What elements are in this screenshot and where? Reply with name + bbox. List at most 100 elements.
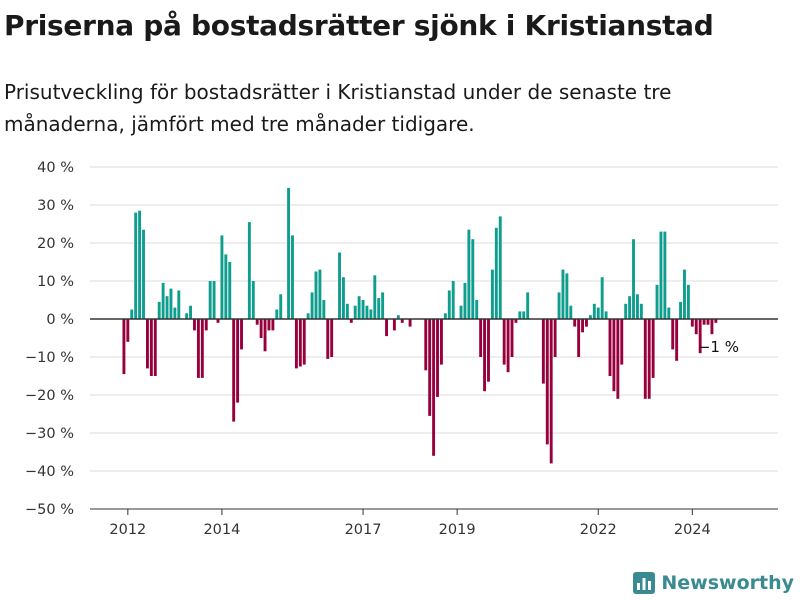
bar (451, 281, 455, 319)
bar (714, 319, 718, 323)
bar (471, 239, 475, 319)
bar (271, 319, 275, 331)
bar (251, 281, 255, 319)
bar (310, 292, 314, 319)
bar (510, 319, 514, 357)
bar (600, 277, 604, 319)
bar (675, 319, 679, 361)
bar (200, 319, 204, 378)
bar (263, 319, 267, 352)
bar (639, 303, 643, 319)
bar (647, 319, 651, 399)
bar (173, 307, 177, 319)
bar (502, 319, 506, 365)
bar (518, 311, 522, 319)
bar (330, 319, 334, 357)
bar (483, 319, 487, 392)
bar (341, 277, 345, 319)
bar (522, 311, 526, 319)
y-tick-label: −20 % (25, 388, 74, 404)
bar (632, 239, 635, 319)
y-tick-label: 0 % (46, 312, 74, 328)
bar (193, 319, 196, 331)
bar (353, 305, 357, 319)
bar (604, 311, 608, 319)
y-tick-label: 30 % (37, 198, 74, 214)
bar (279, 294, 283, 319)
x-tick-label: 2017 (345, 522, 382, 538)
bar (577, 319, 581, 357)
bar (345, 303, 349, 319)
bar (169, 288, 173, 319)
bar (189, 305, 193, 319)
bar (142, 229, 145, 319)
bar (561, 269, 565, 319)
bar (447, 290, 451, 319)
bar (506, 319, 510, 373)
y-tick-label: 40 % (37, 160, 74, 176)
bar (161, 282, 165, 319)
bar (432, 319, 436, 456)
bar (338, 252, 341, 319)
bar (130, 309, 134, 319)
y-tick-label: −10 % (25, 350, 74, 366)
y-axis: −50 % −40 % −30 % −20 % −10 % 0 % 10 % 20 % 30 %… (25, 160, 778, 518)
bar (247, 222, 251, 319)
bar (526, 292, 530, 319)
bar (549, 319, 553, 464)
bar (436, 319, 439, 397)
y-tick-label: −40 % (25, 464, 74, 480)
bar (557, 292, 561, 319)
bar (671, 319, 675, 350)
bar (228, 262, 232, 319)
bar (443, 313, 447, 319)
bar (690, 319, 694, 327)
x-tick-label: 2012 (109, 522, 146, 538)
bar (165, 296, 169, 319)
bar (679, 301, 683, 319)
bar (541, 319, 545, 384)
bar (439, 319, 443, 365)
bar (177, 290, 181, 319)
bar (377, 298, 381, 319)
bar (428, 319, 432, 416)
bar (185, 313, 189, 319)
bar (373, 275, 377, 319)
bar (608, 319, 612, 376)
bar (667, 307, 671, 319)
bar (643, 319, 647, 399)
bar (459, 305, 463, 319)
bar (122, 319, 126, 375)
bar (224, 254, 228, 319)
bar (240, 319, 243, 350)
bar (408, 319, 412, 327)
bar (275, 309, 279, 319)
bar (255, 319, 259, 325)
bar (232, 319, 236, 422)
bar (287, 187, 291, 319)
bar (585, 319, 588, 327)
bar (216, 319, 220, 323)
bar (581, 319, 585, 333)
chart-subtitle: Prisutveckling för bostadsrätter i Krist… (4, 80, 672, 136)
bar (710, 319, 714, 335)
bar (467, 229, 471, 319)
bars (122, 187, 718, 464)
bar (400, 319, 404, 323)
bar (573, 319, 577, 327)
bar (655, 284, 659, 319)
bar (396, 315, 400, 319)
bar (385, 319, 389, 337)
bar (635, 294, 639, 319)
bar (220, 235, 224, 319)
bar (686, 284, 690, 319)
bar (149, 319, 153, 376)
bar (498, 216, 502, 319)
bar (298, 319, 302, 367)
bar (514, 319, 518, 323)
bar (306, 313, 310, 319)
bar (569, 305, 573, 319)
chart-title: Priserna på bostadsrätter sjönk i Kristi… (4, 9, 714, 42)
bar (596, 307, 600, 319)
bar (706, 319, 710, 325)
